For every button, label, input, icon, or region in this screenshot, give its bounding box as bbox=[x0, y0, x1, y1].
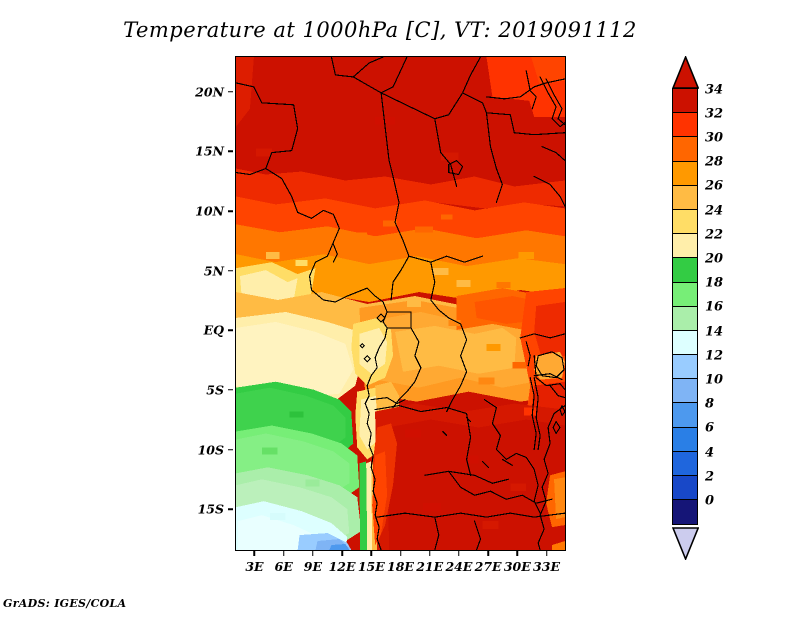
y-axis-tick bbox=[228, 91, 233, 93]
y-axis-label: 15S bbox=[197, 501, 224, 517]
colorbar-tick-label: 0 bbox=[705, 493, 715, 509]
colorbar-band bbox=[673, 234, 697, 259]
colorbar-band bbox=[673, 258, 697, 283]
x-axis-label: 27E bbox=[474, 559, 502, 574]
y-axis-tick bbox=[228, 329, 233, 332]
colorbar-tick-label: 6 bbox=[705, 420, 715, 436]
colorbar-bands[interactable] bbox=[672, 88, 698, 526]
colorbar-tick-label: 16 bbox=[705, 299, 724, 315]
x-axis-label: 6E bbox=[274, 559, 293, 574]
x-axis-tick bbox=[545, 551, 548, 556]
y-axis-label: 10S bbox=[197, 442, 224, 458]
y-axis-tick bbox=[228, 508, 233, 510]
colorbar-tick-label: 2 bbox=[705, 469, 715, 485]
x-axis-label: 30E bbox=[503, 559, 531, 574]
colorbar-tick-label: 10 bbox=[705, 372, 724, 388]
colorbar-band bbox=[673, 476, 697, 501]
colorbar-band bbox=[673, 500, 697, 525]
y-axis-label: 20N bbox=[195, 84, 224, 100]
y-axis-tick bbox=[228, 389, 233, 391]
colorbar-band bbox=[673, 137, 697, 162]
colorbar-tick-label: 4 bbox=[705, 445, 715, 461]
colorbar-tick-label: 24 bbox=[705, 203, 724, 219]
grads-credit: GrADS: IGES/COLA bbox=[3, 597, 127, 610]
colorbar-band bbox=[673, 89, 697, 114]
colorbar-band bbox=[673, 209, 697, 235]
y-axis-label: EQ bbox=[203, 322, 224, 338]
colorbar-tick-label: 12 bbox=[705, 348, 724, 364]
colorbar-band bbox=[673, 282, 697, 307]
x-axis-tick bbox=[458, 551, 460, 556]
y-axis: 20N 15N 10N 5N EQ 5S 10S 15S bbox=[186, 56, 233, 551]
colorbar-band bbox=[673, 451, 697, 476]
y-axis-tick bbox=[228, 150, 233, 153]
colorbar-band bbox=[673, 379, 697, 404]
colorbar[interactable]: 34 32 30 28 26 24 22 20 18 16 14 12 10 8 6 4 2 0 bbox=[668, 56, 798, 560]
colorbar-tick-label: 30 bbox=[705, 130, 724, 146]
x-axis-tick bbox=[253, 551, 256, 556]
y-axis-label: 10N bbox=[195, 203, 224, 219]
temperature-field bbox=[236, 57, 565, 550]
y-axis-label: 5S bbox=[206, 382, 224, 398]
y-axis-label: 5N bbox=[203, 263, 224, 279]
colorbar-band bbox=[673, 113, 697, 138]
x-axis-tick bbox=[312, 551, 314, 556]
colorbar-band bbox=[673, 403, 697, 428]
colorbar-band bbox=[673, 185, 697, 210]
x-axis-tick bbox=[370, 551, 373, 556]
x-axis-label: 24E bbox=[445, 559, 473, 574]
y-axis-tick bbox=[228, 210, 233, 212]
x-axis-tick bbox=[282, 551, 285, 556]
x-axis-label: 21E bbox=[416, 559, 444, 574]
colorbar-band bbox=[673, 306, 697, 331]
x-axis-label: 33E bbox=[533, 559, 560, 574]
colorbar-band bbox=[673, 161, 697, 186]
x-axis-tick bbox=[428, 551, 431, 556]
colorbar-tick-label: 32 bbox=[705, 106, 724, 122]
colorbar-under-arrow-icon bbox=[672, 526, 700, 560]
x-axis-label: 15E bbox=[357, 559, 385, 574]
x-axis-tick bbox=[516, 551, 519, 556]
colorbar-tick-label: 18 bbox=[705, 275, 724, 291]
y-axis-tick bbox=[228, 269, 233, 272]
x-axis-label: 18E bbox=[387, 559, 414, 574]
colorbar-tick-label: 14 bbox=[705, 324, 724, 340]
colorbar-tick-label: 26 bbox=[705, 178, 724, 194]
colorbar-tick-label: 22 bbox=[705, 227, 724, 243]
x-axis-label: 12E bbox=[328, 559, 356, 574]
colorbar-tick-label: 28 bbox=[705, 154, 724, 170]
x-axis: 3E 6E 9E 12E 15E 18E 21E 24E 27E 30E 33E bbox=[235, 551, 566, 577]
colorbar-tick-label: 34 bbox=[705, 82, 724, 98]
colorbar-tick-label: 8 bbox=[705, 396, 715, 412]
colorbar-tick-label: 20 bbox=[705, 251, 724, 267]
x-axis-tick bbox=[341, 551, 343, 556]
colorbar-band bbox=[673, 355, 697, 380]
x-axis-label: 3E bbox=[245, 559, 264, 574]
colorbar-over-arrow-icon bbox=[672, 56, 700, 89]
colorbar-band bbox=[673, 427, 697, 452]
y-axis-tick bbox=[228, 448, 233, 451]
page-title: Temperature at 1000hPa [C], VT: 20190911… bbox=[123, 18, 637, 42]
y-axis-label: 15N bbox=[195, 143, 224, 159]
x-axis-tick bbox=[487, 551, 489, 556]
x-axis-tick bbox=[399, 551, 402, 556]
colorbar-band bbox=[673, 330, 697, 356]
x-axis-label: 9E bbox=[303, 559, 322, 574]
map-plot-area[interactable] bbox=[235, 56, 566, 551]
